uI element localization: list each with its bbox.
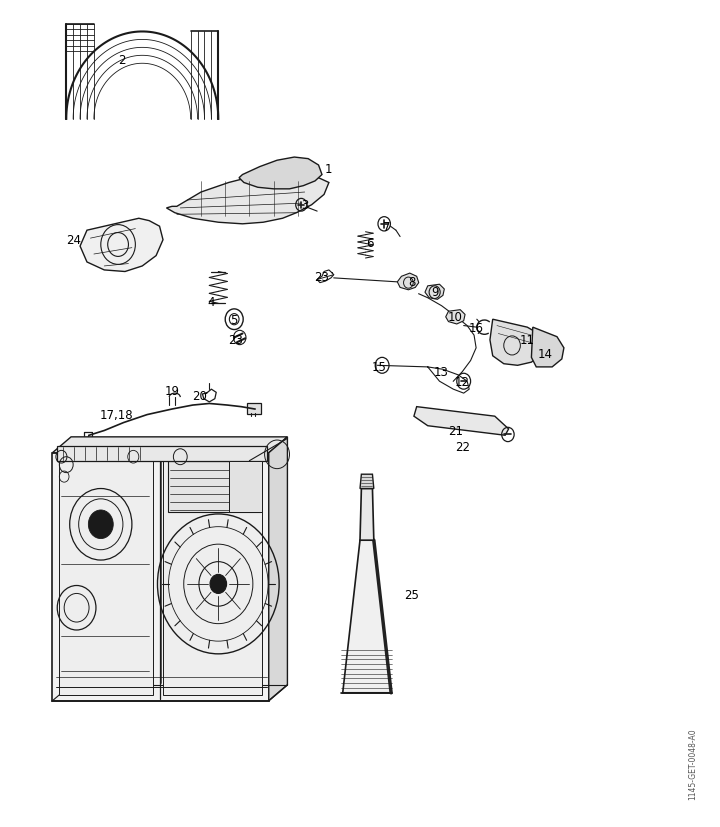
Text: 20: 20 xyxy=(192,390,207,403)
Text: 7: 7 xyxy=(382,221,390,233)
Text: 23: 23 xyxy=(228,333,243,347)
Polygon shape xyxy=(53,437,287,453)
Text: 1: 1 xyxy=(325,162,333,175)
Text: 14: 14 xyxy=(538,347,553,361)
Text: 10: 10 xyxy=(448,310,463,323)
Polygon shape xyxy=(59,461,153,696)
Text: 19: 19 xyxy=(164,385,179,398)
Polygon shape xyxy=(239,158,322,189)
Polygon shape xyxy=(58,447,266,461)
Text: 16: 16 xyxy=(469,321,484,334)
Text: 21: 21 xyxy=(448,424,463,437)
FancyBboxPatch shape xyxy=(248,404,261,414)
Polygon shape xyxy=(397,274,419,290)
Text: 17,18: 17,18 xyxy=(100,409,133,422)
Polygon shape xyxy=(343,541,391,693)
Polygon shape xyxy=(229,461,262,513)
Text: 23: 23 xyxy=(315,270,330,284)
Polygon shape xyxy=(168,461,260,513)
Text: 6: 6 xyxy=(366,237,374,249)
Polygon shape xyxy=(360,489,374,541)
Text: 25: 25 xyxy=(405,588,419,601)
Text: 2: 2 xyxy=(118,54,125,67)
Text: 1145-GET-0048-A0: 1145-GET-0048-A0 xyxy=(688,727,698,799)
Polygon shape xyxy=(446,310,465,324)
Polygon shape xyxy=(53,453,269,701)
Text: 15: 15 xyxy=(372,361,387,374)
Text: 3: 3 xyxy=(301,199,308,212)
Polygon shape xyxy=(269,437,287,701)
Text: 8: 8 xyxy=(408,275,415,288)
Polygon shape xyxy=(163,461,262,696)
Polygon shape xyxy=(360,475,374,489)
Polygon shape xyxy=(425,284,444,300)
Text: 12: 12 xyxy=(455,375,469,388)
Polygon shape xyxy=(531,327,564,367)
Polygon shape xyxy=(166,171,329,225)
Circle shape xyxy=(89,510,113,539)
Circle shape xyxy=(210,575,227,594)
Polygon shape xyxy=(414,407,508,436)
Polygon shape xyxy=(490,320,543,366)
Text: 22: 22 xyxy=(455,440,469,453)
Text: 13: 13 xyxy=(434,366,449,379)
Text: 5: 5 xyxy=(230,313,238,327)
Polygon shape xyxy=(80,219,163,272)
Text: 4: 4 xyxy=(207,296,215,308)
Text: 24: 24 xyxy=(66,234,81,247)
Text: 9: 9 xyxy=(431,285,438,299)
Text: 11: 11 xyxy=(520,334,535,347)
